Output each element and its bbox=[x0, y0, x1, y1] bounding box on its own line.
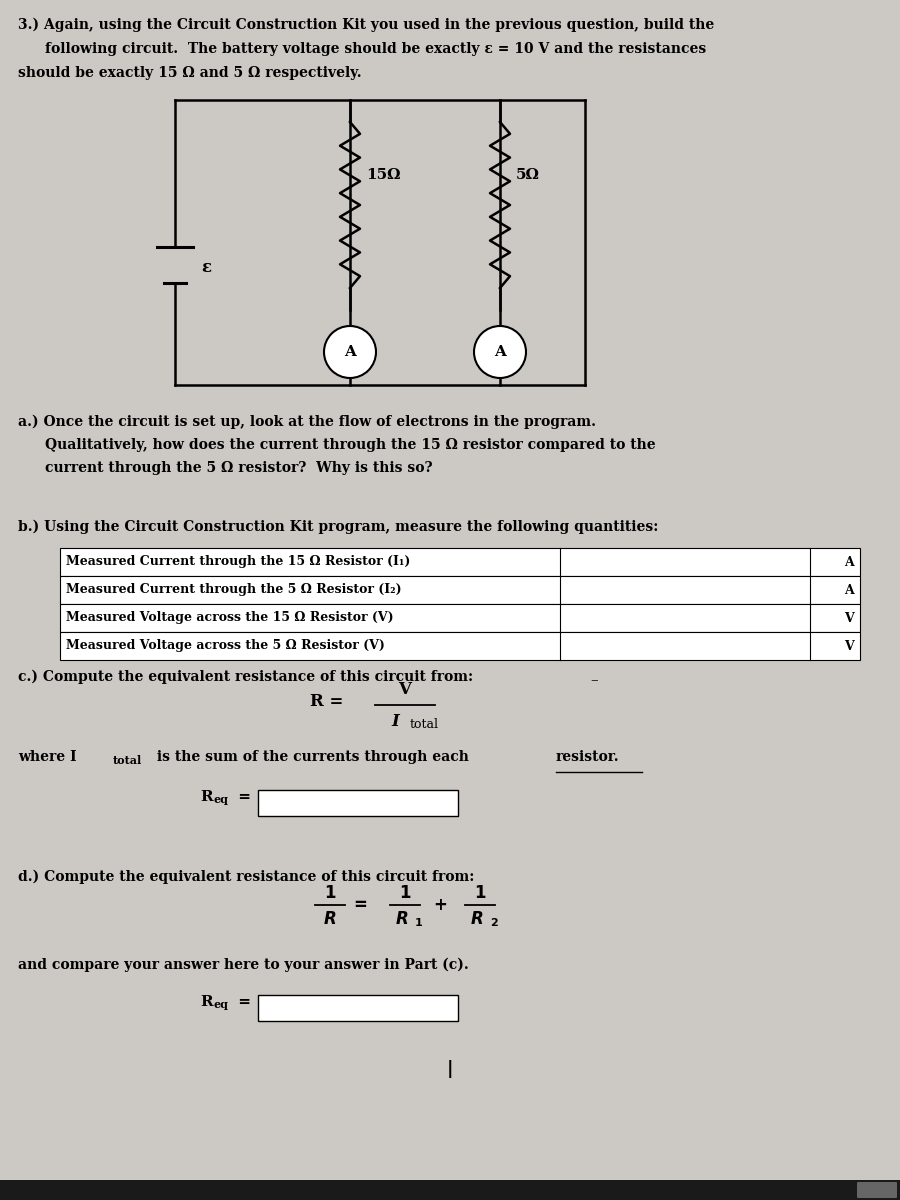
Bar bbox=[258, 995, 458, 1021]
Text: V: V bbox=[399, 682, 411, 698]
Text: V: V bbox=[844, 640, 854, 653]
Text: R: R bbox=[200, 790, 212, 804]
Text: 3.) Again, using the Circuit Construction Kit you used in the previous question,: 3.) Again, using the Circuit Constructio… bbox=[18, 18, 715, 32]
Text: Measured Voltage across the 15 Ω Resistor (V): Measured Voltage across the 15 Ω Resisto… bbox=[66, 612, 393, 624]
Text: Measured Voltage across the 5 Ω Resistor (V): Measured Voltage across the 5 Ω Resistor… bbox=[66, 640, 385, 653]
Text: Measured Current through the 5 Ω Resistor (I₂): Measured Current through the 5 Ω Resisto… bbox=[66, 583, 401, 596]
Text: Qualitatively, how does the current through the 15 Ω resistor compared to the: Qualitatively, how does the current thro… bbox=[45, 438, 655, 452]
Text: I: I bbox=[392, 714, 399, 731]
Text: ε: ε bbox=[201, 258, 212, 276]
Text: 1: 1 bbox=[474, 884, 486, 902]
Bar bbox=[258, 790, 458, 816]
Text: 2: 2 bbox=[490, 918, 498, 928]
Text: R: R bbox=[396, 910, 409, 928]
Text: b.) Using the Circuit Construction Kit program, measure the following quantities: b.) Using the Circuit Construction Kit p… bbox=[18, 520, 659, 534]
Text: total: total bbox=[113, 755, 142, 766]
Text: A: A bbox=[844, 583, 854, 596]
Text: 15Ω: 15Ω bbox=[366, 168, 400, 182]
Bar bbox=[60, 604, 860, 632]
Text: c.) Compute the equivalent resistance of this circuit from:: c.) Compute the equivalent resistance of… bbox=[18, 670, 473, 684]
Text: |: | bbox=[446, 1060, 454, 1078]
Text: is the sum of the currents through each: is the sum of the currents through each bbox=[152, 750, 473, 764]
Text: A: A bbox=[494, 346, 506, 359]
Text: 1: 1 bbox=[324, 884, 336, 902]
Text: R =: R = bbox=[310, 694, 344, 710]
Text: =: = bbox=[353, 896, 367, 914]
Text: d.) Compute the equivalent resistance of this circuit from:: d.) Compute the equivalent resistance of… bbox=[18, 870, 474, 884]
Text: =: = bbox=[233, 995, 251, 1009]
Text: R: R bbox=[200, 995, 212, 1009]
Text: total: total bbox=[410, 719, 439, 732]
Text: 5Ω: 5Ω bbox=[516, 168, 540, 182]
Text: A: A bbox=[844, 556, 854, 569]
Text: A: A bbox=[344, 346, 356, 359]
Text: resistor.: resistor. bbox=[556, 750, 619, 764]
Text: 1: 1 bbox=[415, 918, 423, 928]
Text: a.) Once the circuit is set up, look at the flow of electrons in the program.: a.) Once the circuit is set up, look at … bbox=[18, 415, 596, 430]
Text: should be exactly 15 Ω and 5 Ω respectively.: should be exactly 15 Ω and 5 Ω respectiv… bbox=[18, 66, 362, 80]
Bar bbox=[60, 632, 860, 660]
Text: R: R bbox=[324, 910, 337, 928]
Circle shape bbox=[324, 326, 376, 378]
Bar bbox=[0, 1180, 900, 1200]
Text: and compare your answer here to your answer in Part (c).: and compare your answer here to your ans… bbox=[18, 958, 469, 972]
Text: following circuit.  The battery voltage should be exactly ε = 10 V and the resis: following circuit. The battery voltage s… bbox=[45, 42, 706, 56]
Text: =: = bbox=[233, 790, 251, 804]
Circle shape bbox=[474, 326, 526, 378]
Bar bbox=[60, 576, 860, 604]
Text: V: V bbox=[844, 612, 854, 624]
Text: where I: where I bbox=[18, 750, 76, 764]
Text: –: – bbox=[590, 673, 598, 686]
Text: R: R bbox=[471, 910, 483, 928]
Text: eq: eq bbox=[213, 998, 228, 1010]
Text: Measured Current through the 15 Ω Resistor (I₁): Measured Current through the 15 Ω Resist… bbox=[66, 556, 410, 569]
Text: current through the 5 Ω resistor?  Why is this so?: current through the 5 Ω resistor? Why is… bbox=[45, 461, 433, 475]
Text: 1: 1 bbox=[400, 884, 410, 902]
Bar bbox=[60, 548, 860, 576]
Text: +: + bbox=[433, 896, 447, 914]
FancyBboxPatch shape bbox=[857, 1182, 897, 1198]
Text: eq: eq bbox=[213, 794, 228, 805]
